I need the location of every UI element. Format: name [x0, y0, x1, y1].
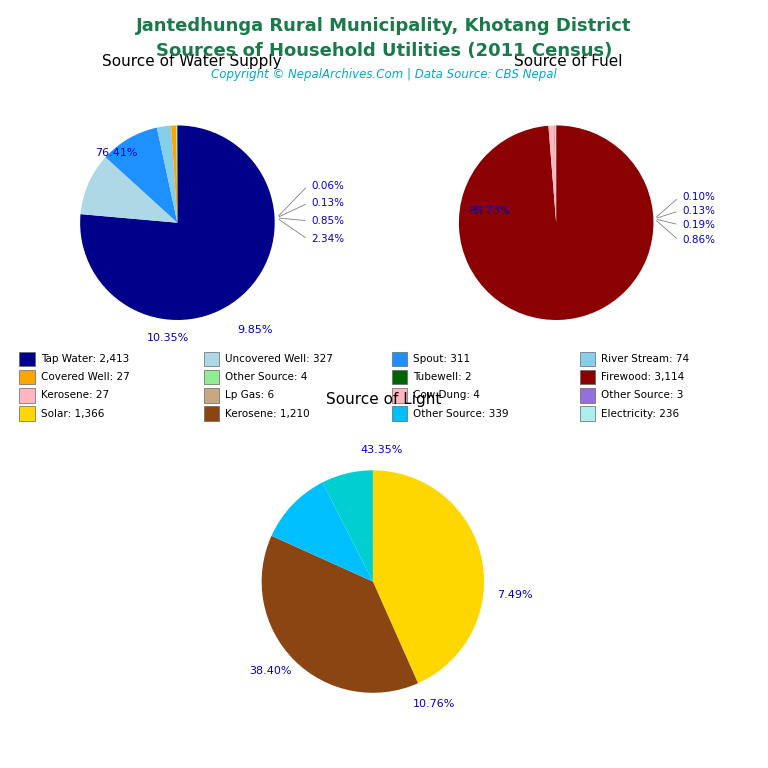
Text: Solar: 1,366: Solar: 1,366 — [41, 409, 104, 419]
Text: 7.49%: 7.49% — [498, 590, 533, 600]
Bar — [204, 406, 219, 421]
Text: 0.85%: 0.85% — [312, 216, 345, 226]
Text: Lp Gas: 6: Lp Gas: 6 — [225, 390, 274, 400]
Text: 98.73%: 98.73% — [468, 206, 511, 216]
Wedge shape — [272, 482, 373, 581]
Text: Kerosene: 27: Kerosene: 27 — [41, 390, 109, 400]
Bar — [580, 370, 595, 385]
Wedge shape — [548, 125, 556, 223]
Bar — [19, 388, 35, 402]
Text: 76.41%: 76.41% — [94, 147, 137, 157]
Text: 0.13%: 0.13% — [312, 198, 345, 208]
Text: 0.13%: 0.13% — [683, 206, 716, 216]
Text: Tubewell: 2: Tubewell: 2 — [413, 372, 472, 382]
Text: Other Source: 4: Other Source: 4 — [225, 372, 307, 382]
Text: 0.86%: 0.86% — [683, 235, 716, 245]
Bar — [392, 388, 407, 402]
Text: 0.19%: 0.19% — [683, 220, 716, 230]
Bar — [392, 406, 407, 421]
Text: Uncovered Well: 327: Uncovered Well: 327 — [225, 354, 333, 364]
Text: River Stream: 74: River Stream: 74 — [601, 354, 690, 364]
Bar — [204, 388, 219, 402]
Text: Spout: 311: Spout: 311 — [413, 354, 470, 364]
Text: 38.40%: 38.40% — [250, 666, 292, 676]
Bar — [392, 370, 407, 385]
Bar — [580, 406, 595, 421]
Bar — [19, 352, 35, 366]
Wedge shape — [80, 125, 275, 320]
Bar — [204, 352, 219, 366]
Wedge shape — [554, 125, 556, 223]
Wedge shape — [459, 125, 654, 320]
Bar — [204, 370, 219, 385]
Wedge shape — [105, 127, 177, 223]
Text: 2.34%: 2.34% — [312, 234, 345, 244]
Wedge shape — [157, 126, 177, 223]
Text: 9.85%: 9.85% — [238, 325, 273, 335]
Wedge shape — [171, 125, 177, 223]
Text: 10.35%: 10.35% — [147, 333, 189, 343]
Text: Jantedhunga Rural Municipality, Khotang District: Jantedhunga Rural Municipality, Khotang … — [136, 17, 632, 35]
Text: 43.35%: 43.35% — [361, 445, 403, 455]
Bar — [19, 370, 35, 385]
Bar — [19, 406, 35, 421]
Text: Firewood: 3,114: Firewood: 3,114 — [601, 372, 684, 382]
Title: Source of Water Supply: Source of Water Supply — [102, 54, 282, 68]
Wedge shape — [81, 157, 177, 223]
Text: 0.06%: 0.06% — [312, 180, 345, 190]
Text: Cow Dung: 4: Cow Dung: 4 — [413, 390, 480, 400]
Text: Electricity: 236: Electricity: 236 — [601, 409, 680, 419]
Title: Source of Fuel: Source of Fuel — [514, 54, 623, 68]
Text: Kerosene: 1,210: Kerosene: 1,210 — [225, 409, 310, 419]
Text: Other Source: 3: Other Source: 3 — [601, 390, 684, 400]
Text: 0.10%: 0.10% — [683, 193, 716, 203]
Bar — [580, 352, 595, 366]
Wedge shape — [373, 470, 484, 684]
Text: Copyright © NepalArchives.Com | Data Source: CBS Nepal: Copyright © NepalArchives.Com | Data Sou… — [211, 68, 557, 81]
Text: 10.76%: 10.76% — [413, 699, 455, 709]
Text: Other Source: 339: Other Source: 339 — [413, 409, 509, 419]
Wedge shape — [176, 125, 177, 223]
Bar — [392, 352, 407, 366]
Wedge shape — [554, 125, 556, 223]
Title: Source of Light: Source of Light — [326, 392, 442, 406]
Wedge shape — [323, 470, 373, 581]
Text: Covered Well: 27: Covered Well: 27 — [41, 372, 130, 382]
Text: Tap Water: 2,413: Tap Water: 2,413 — [41, 354, 129, 364]
Wedge shape — [262, 536, 418, 693]
Bar — [580, 388, 595, 402]
Text: Sources of Household Utilities (2011 Census): Sources of Household Utilities (2011 Cen… — [156, 42, 612, 60]
